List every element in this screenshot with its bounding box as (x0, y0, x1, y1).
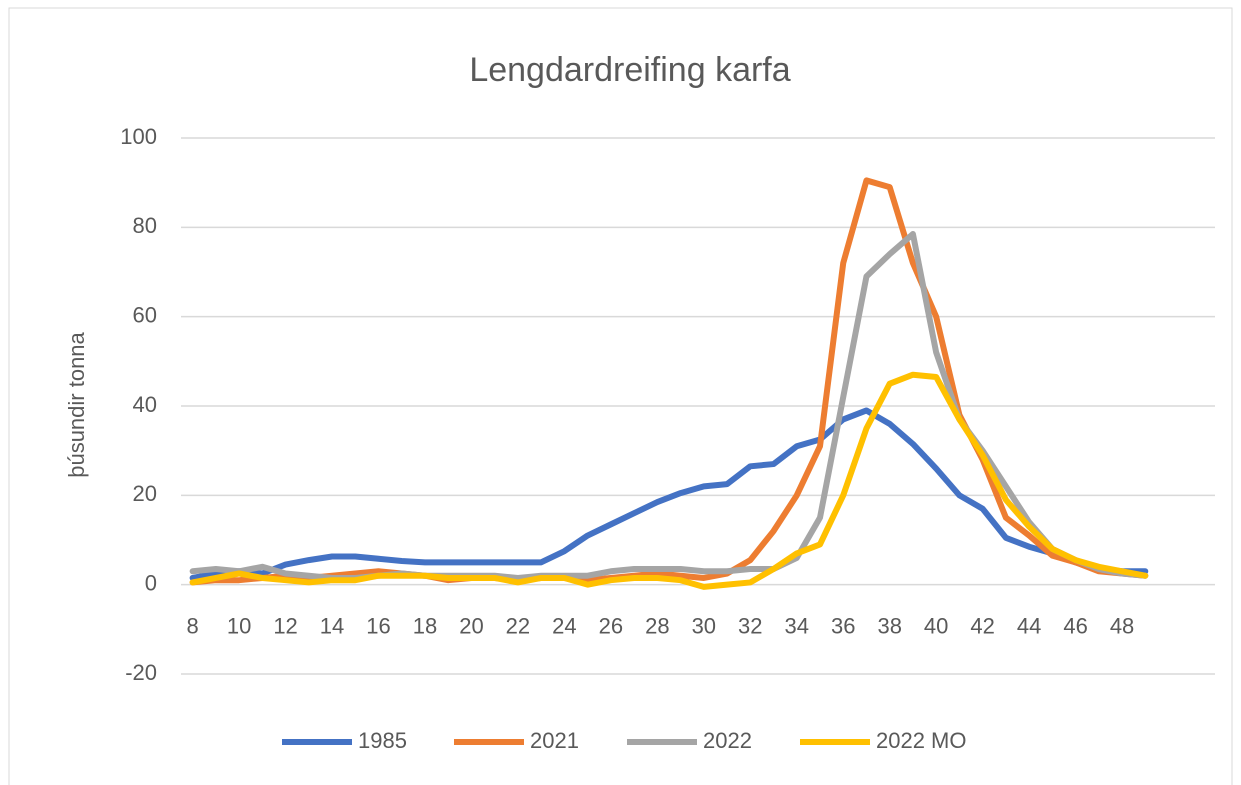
x-tick-label: 46 (1063, 613, 1087, 638)
x-tick-label: 28 (645, 613, 669, 638)
chart-frame (8, 7, 1233, 785)
y-tick-label: 20 (133, 481, 157, 506)
x-tick-label: 44 (1017, 613, 1041, 638)
x-tick-label: 36 (831, 613, 855, 638)
y-tick-label: 100 (120, 124, 157, 149)
x-tick-label: 30 (692, 613, 716, 638)
x-tick-label: 12 (273, 613, 297, 638)
x-tick-label: 40 (924, 613, 948, 638)
x-tick-label: 26 (599, 613, 623, 638)
y-axis-label: þúsundir tonna (64, 331, 89, 477)
y-tick-label: 80 (133, 213, 157, 238)
x-tick-label: 38 (877, 613, 901, 638)
x-tick-label: 22 (506, 613, 530, 638)
x-tick-label: 16 (366, 613, 390, 638)
legend-label: 2022 (703, 728, 752, 753)
x-tick-label: 18 (413, 613, 437, 638)
x-tick-label: 24 (552, 613, 576, 638)
x-tick-label: 48 (1110, 613, 1134, 638)
chart-title: Lengdardreifing karfa (469, 51, 790, 89)
series-line (189, 177, 1149, 586)
y-tick-label: 60 (133, 302, 157, 327)
y-tick-label: -20 (125, 660, 157, 685)
x-tick-label: 32 (738, 613, 762, 638)
legend-label: 2022 MO (876, 728, 967, 753)
series-line (189, 371, 1149, 590)
x-tick-label: 8 (186, 613, 198, 638)
x-tick-label: 34 (785, 613, 809, 638)
legend-label: 1985 (358, 728, 407, 753)
x-tick-label: 42 (970, 613, 994, 638)
series-line (189, 407, 1149, 581)
y-tick-label: 40 (133, 392, 157, 417)
legend-label: 2021 (530, 728, 579, 753)
x-tick-label: 14 (320, 613, 344, 638)
x-tick-label: 10 (227, 613, 251, 638)
y-tick-label: 0 (145, 570, 157, 595)
x-tick-label: 20 (459, 613, 483, 638)
